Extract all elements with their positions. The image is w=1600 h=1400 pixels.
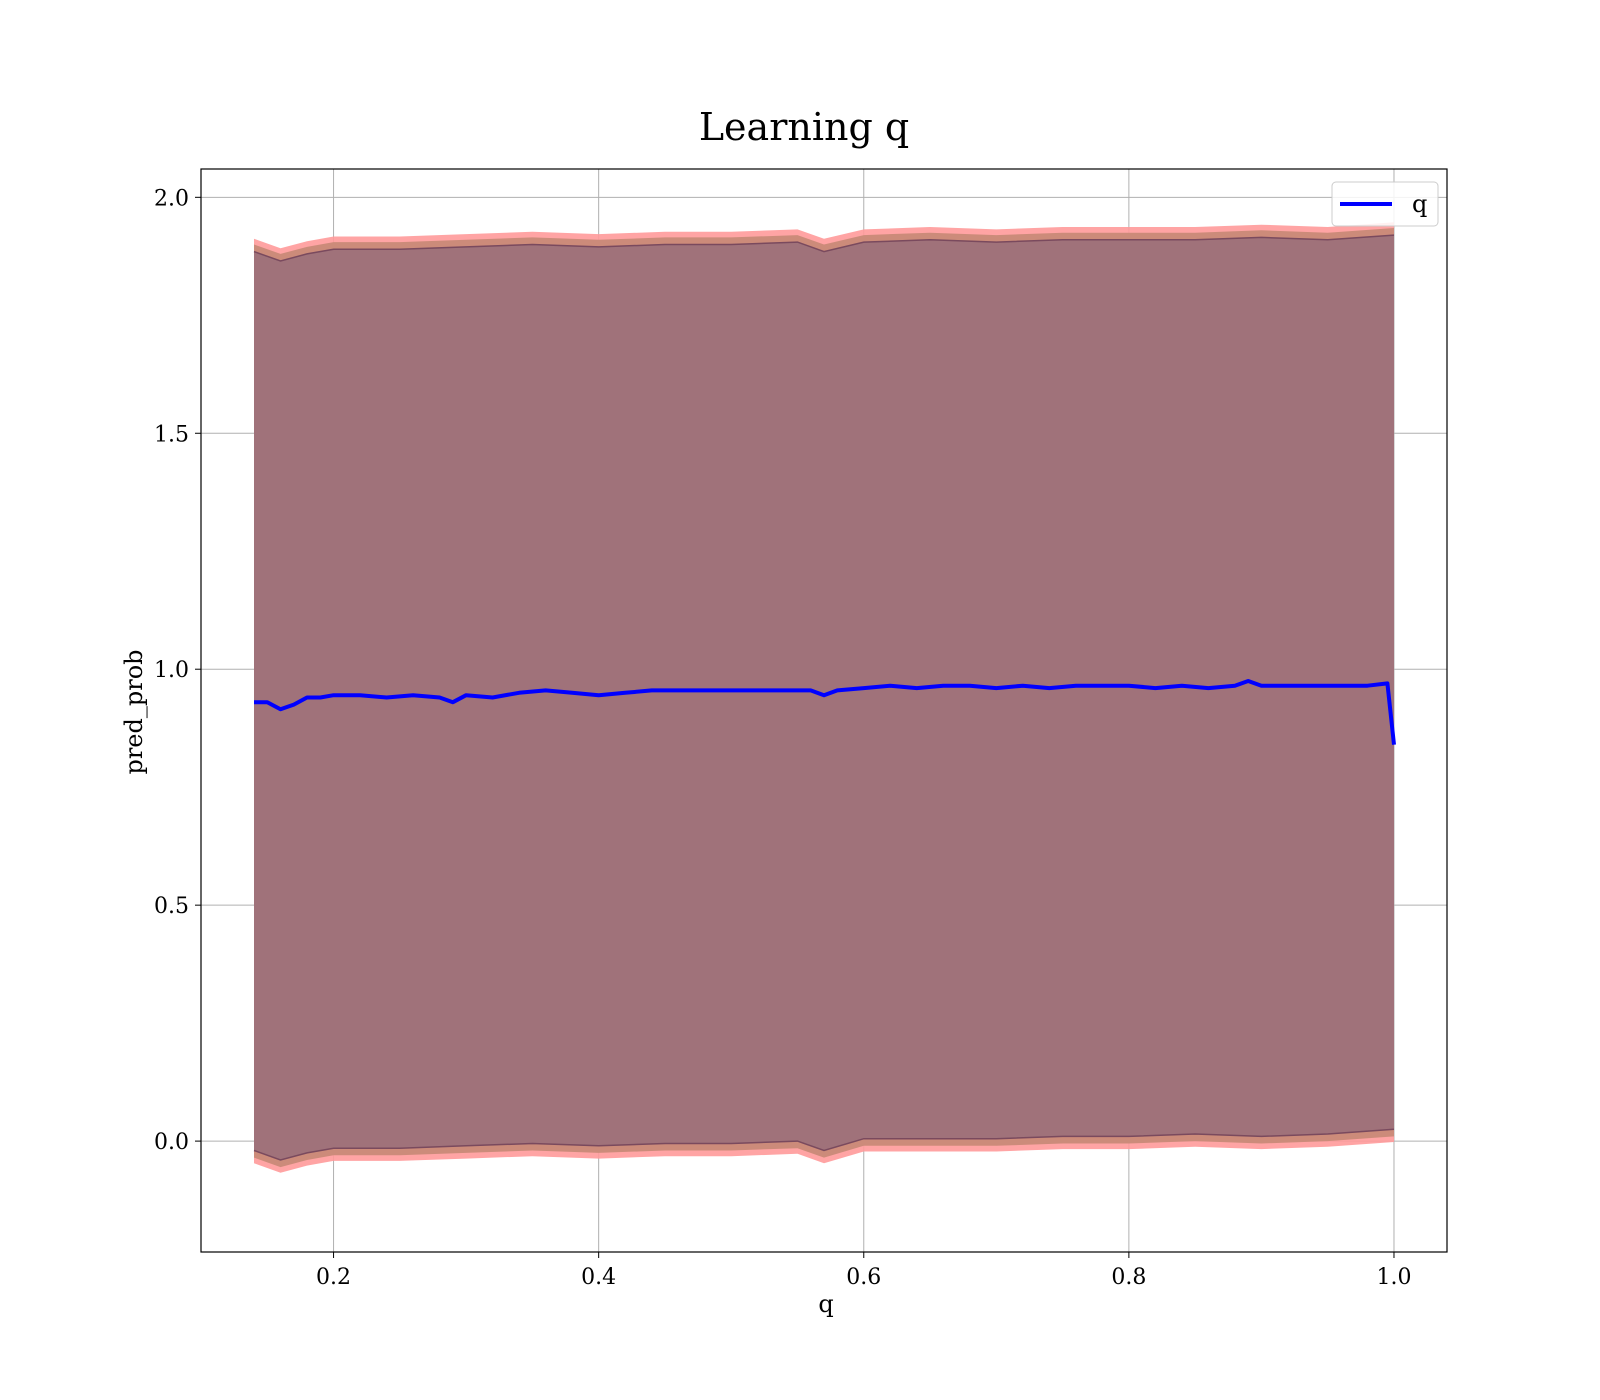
band-layer: [253, 222, 1395, 1173]
x-tick-label: 0.6: [846, 1265, 881, 1290]
legend: q: [1331, 181, 1439, 227]
band-upper-edge: [253, 234, 1395, 262]
band-inner: [254, 235, 1394, 1161]
x-tick-label: 1.0: [1376, 1265, 1411, 1290]
y-axis-label: pred_prob: [120, 649, 148, 774]
series-line-q: [254, 679, 1396, 745]
y-tick-label: 0.5: [154, 894, 189, 919]
plot-frame: [200, 168, 1448, 1253]
y-tick-label: 1.0: [154, 658, 189, 683]
x-tick-label: 0.8: [1111, 1265, 1146, 1290]
y-tick-label: 1.5: [154, 422, 189, 447]
y-tick-label: 0.0: [154, 1130, 189, 1155]
legend-entry-q: q: [1412, 190, 1427, 218]
x-tick-label: 0.4: [581, 1265, 616, 1290]
line-layer: [254, 679, 1396, 745]
tick-layer: 0.2 0.4 0.6 0.8 1.0 0.0 0.5 1.0 1.5 2.0: [154, 186, 1411, 1290]
y-tick-label: 2.0: [154, 186, 189, 211]
chart-title: Learning q: [699, 105, 909, 149]
x-tick-label: 0.2: [316, 1265, 351, 1290]
x-axis-label: q: [818, 1290, 833, 1318]
band-lower-edge: [253, 1128, 1395, 1161]
